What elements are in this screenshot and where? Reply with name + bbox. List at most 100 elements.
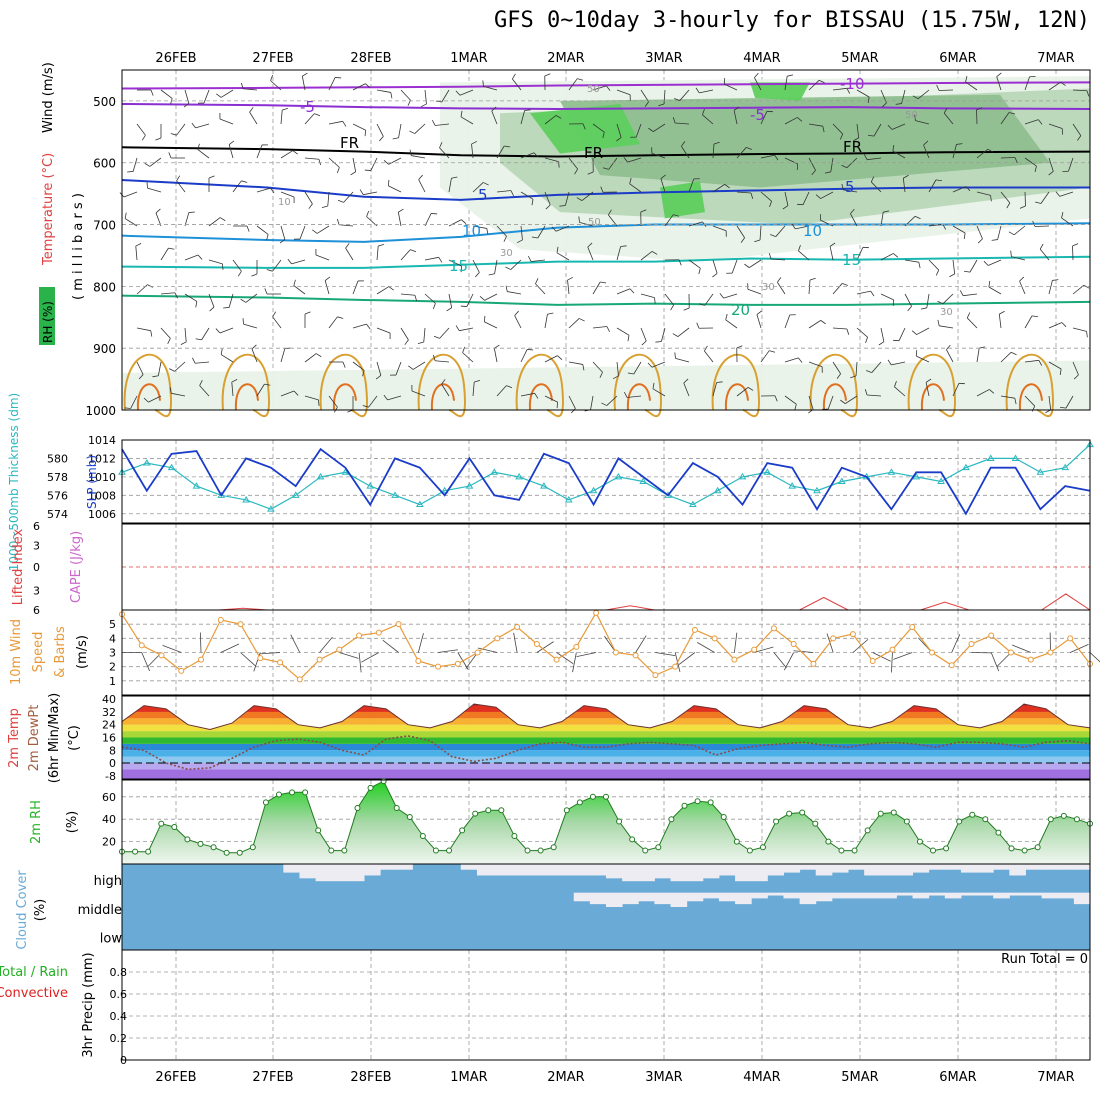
cloud-clear-patch [913,864,930,873]
wind-barb-flag [319,159,321,165]
temp-band [122,725,1090,731]
wind-barb [1049,323,1062,328]
wind-barb-flag [655,342,661,343]
wind10-barb [891,653,892,673]
top-date-label: 26FEB [155,51,196,66]
isotherm-label: 15 [842,251,861,269]
wind-barb [899,328,905,341]
wind-barb-flag [577,79,583,81]
isotherm-label: -10 [840,75,865,93]
cloud-clear-patch [719,893,736,902]
wind-barb [202,328,209,340]
rh-contour-label: 30 [500,248,513,259]
bottom-date-label: 6MAR [939,1070,976,1085]
wind-barb [300,226,305,239]
wind-barb-flag [997,73,1002,77]
wind-barb-flag [408,366,413,370]
rh2m-marker [682,803,687,808]
wind-barb [785,315,790,328]
wind-barb-flag [169,369,174,372]
wind-barb [440,328,449,338]
wind-barb [881,294,894,300]
wind-barb-flag [946,345,950,350]
wind-barb [593,282,600,294]
wind10-barb [438,650,458,653]
cloud-clear-patch [993,864,1010,870]
wind-barb [221,90,233,97]
wind-barb-flag [398,209,403,212]
isotherm-label: 5 [478,186,488,204]
wind10-marker [929,650,934,655]
wind-barb [389,158,401,164]
ylabel-temperature: Temperature (°C) [41,153,56,266]
wind-barb [726,320,737,328]
wind-barb [185,90,189,103]
wind-barb [209,260,222,264]
wind10-marker [139,643,144,648]
wind-barb-flag [405,340,409,345]
wind-barb-flag [250,107,254,112]
wind-barb-flag [325,277,330,281]
wind-barb [833,328,847,329]
wind-barb [244,324,257,328]
wind-barb [1014,226,1025,235]
wind-barb [881,328,884,342]
wind-barb [1001,352,1011,362]
chart-title: GFS 0~10day 3-hourly for BISSAU (15.75W,… [0,8,1090,33]
temp-tick-label: 8 [109,744,116,757]
wind-barb-flag [1032,316,1038,317]
wind-barb-flag [351,172,356,175]
wind-barb-flag [919,262,920,268]
wind-barb-flag [754,73,758,78]
wind-barb [857,328,868,337]
cloud-clear-patch [816,864,833,875]
wind-barb [388,186,401,192]
cloud-clear-patch [671,893,688,907]
wind-barb [641,294,655,298]
wind-barb-flag [568,277,573,280]
rh2m-marker [970,812,975,817]
wind-barb [281,226,285,239]
wind-barb [1073,328,1087,331]
wind-barb [473,260,479,272]
wind-barb-flag [1052,280,1058,281]
wind-barb [917,328,929,335]
wind-barb [425,90,426,104]
wind-barb-flag [171,98,173,104]
wind-barb [970,260,977,272]
rh2m-marker [931,848,936,853]
rh2m-marker [355,806,360,811]
wind10-marker [752,647,757,652]
wind-barb [185,255,198,260]
wind-barb-flag [367,211,369,217]
rh2m-marker [852,848,857,853]
pressure-tick-label: 1000 [85,404,116,418]
wind-barb-flag [769,351,775,353]
wind-barb [353,158,356,172]
cloud-clear-patch [1058,864,1075,870]
wind-barb-flag [1011,251,1012,257]
bottom-date-label: 7MAR [1037,1070,1074,1085]
wind-barb [929,260,939,270]
temp-ylabel-line: 2m DewPt [27,705,42,772]
wind10-barb [320,637,333,652]
cloud-clear-patch [751,864,768,881]
rh2m-marker [1035,845,1040,850]
wind10-marker [890,647,895,652]
wind10-marker [218,617,223,622]
cloud-clear-patch [380,864,397,870]
rh2m-marker [826,839,831,844]
wind10-barb [853,639,868,652]
cloud-clear-patch [1042,864,1059,870]
wind-barb-flag [893,253,898,257]
wind10-barb [1012,645,1031,652]
rh2m-marker [198,841,203,846]
wind10-barb [1070,644,1088,652]
lifted-index-ylabel-line: Lifted Index [11,528,26,605]
isotherm-label: FR [843,138,862,156]
cloud-clear-patch [832,864,849,873]
wind-barb [317,226,329,233]
thickness-tick-label: 574 [47,508,68,521]
